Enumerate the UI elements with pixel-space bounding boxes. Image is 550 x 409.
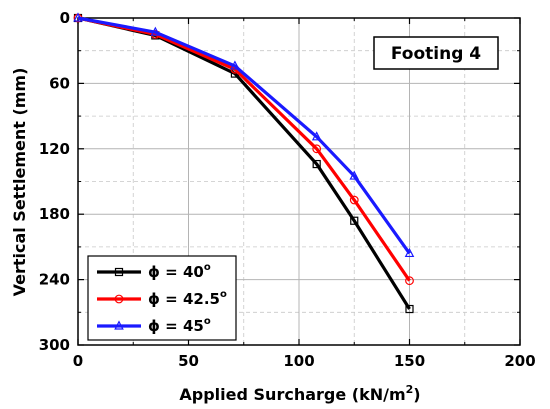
series-3-point [230,60,240,70]
series-3-point [349,170,360,180]
series-3-point [311,131,322,141]
series-3-line [77,16,411,255]
series-3-point [150,26,161,36]
series-2-point [349,195,359,205]
series-3 [73,12,415,258]
y-tick-label: 240 [39,271,70,289]
legend-marker-1 [114,267,124,277]
series-2-line [77,16,411,282]
series-2-point [405,276,414,286]
x-tick-label: 0 [73,352,83,370]
legend-label-1: ϕ = 40o [148,262,211,281]
y-axis-label: Vertical Settlement (mm) [10,68,29,297]
y-tick-label: 180 [39,205,70,223]
y-tick-label: 300 [39,336,70,354]
series-3-point [73,12,83,22]
series-lines [73,12,415,314]
legend-marker-3 [114,320,124,330]
y-tick-label: 0 [60,9,70,27]
series-2-point [312,144,322,154]
legend: ϕ = 40o ϕ = 42.5o ϕ = 45o [87,255,237,341]
legend-label-3: ϕ = 45o [148,316,211,335]
annotation-label: Footing 4 [391,44,481,64]
series-1-point [350,216,359,225]
x-tick-label: 150 [394,352,425,370]
axis-ticks: 0 50 100 150 200 0 60 120 180 240 300 [39,9,536,370]
x-tick-label: 50 [178,352,199,370]
series-3-point [404,247,415,258]
series-1-point [312,159,321,169]
legend-label-2: ϕ = 42.5o [148,289,227,308]
y-tick-label: 60 [49,74,70,92]
y-tick-label: 120 [39,140,70,158]
annotation-frame [373,36,499,70]
series-1-point [405,304,414,314]
x-axis-label: Applied Surcharge (kN/m2) [179,383,420,404]
x-tick-label: 100 [283,352,314,370]
x-tick-label: 200 [504,352,535,370]
annotation-box: Footing 4 [373,36,499,70]
legend-marker-2 [114,294,124,304]
